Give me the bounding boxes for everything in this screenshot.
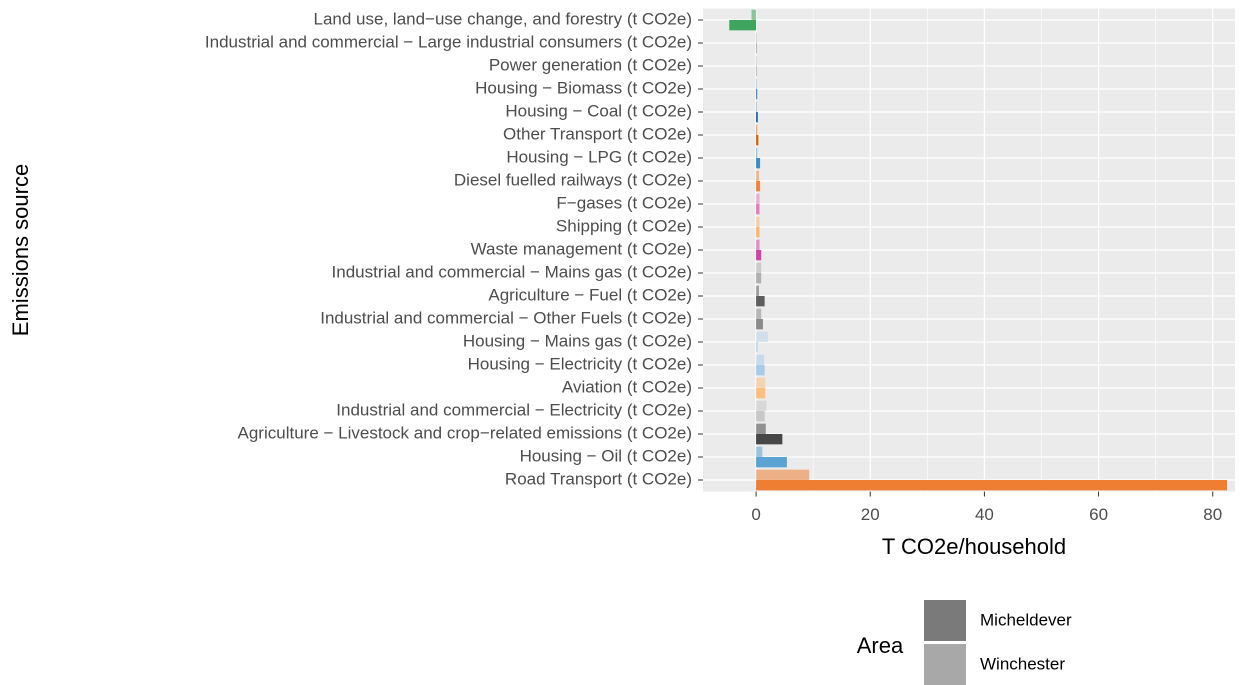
bar [756, 273, 762, 284]
bar [756, 43, 757, 54]
y-tick-label: Power generation (t CO2e) [489, 55, 692, 74]
bar [756, 319, 763, 330]
y-tick-label: Housing − Oil (t CO2e) [520, 446, 692, 465]
y-tick-label: Shipping (t CO2e) [556, 216, 692, 235]
bar [756, 239, 760, 250]
y-tick-label: Housing − Electricity (t CO2e) [468, 354, 692, 373]
y-tick-label: Agriculture − Fuel (t CO2e) [488, 285, 692, 304]
bar [756, 66, 757, 77]
legend-title: Area [857, 633, 904, 658]
y-tick-label: Industrial and commercial − Electricity … [336, 400, 692, 419]
y-tick-label: Diesel fuelled railways (t CO2e) [454, 170, 692, 189]
x-tick-label: 0 [751, 505, 760, 524]
bar [756, 377, 766, 388]
bar [756, 101, 757, 112]
bar [756, 469, 810, 480]
bar [729, 20, 757, 31]
x-tick-label: 20 [861, 505, 880, 524]
bar [756, 354, 765, 365]
y-tick-label: Housing − Coal (t CO2e) [505, 101, 692, 120]
y-tick-label: Industrial and commercial − Other Fuels … [320, 308, 692, 327]
y-tick-label: Housing − Mains gas (t CO2e) [463, 331, 692, 350]
y-tick-label: Agriculture − Livestock and crop−related… [238, 423, 692, 442]
bar [751, 9, 757, 20]
bar [756, 89, 758, 100]
bar [756, 147, 758, 158]
bar [756, 250, 762, 261]
y-tick-label: Industrial and commercial − Large indust… [205, 32, 692, 51]
bar [756, 135, 759, 146]
bar [756, 204, 760, 215]
bar [756, 446, 763, 457]
bar [756, 227, 760, 238]
bar [756, 32, 757, 43]
legend-swatch [924, 644, 966, 685]
legend-label: Micheldever [980, 610, 1072, 629]
bar [756, 262, 762, 273]
bar [756, 112, 758, 123]
x-tick-label: 60 [1089, 505, 1108, 524]
x-tick-label: 80 [1203, 505, 1222, 524]
bar [756, 170, 759, 181]
bar [756, 193, 760, 204]
bar [756, 342, 758, 353]
y-tick-label: Industrial and commercial − Mains gas (t… [332, 262, 692, 281]
legend-swatch [924, 600, 966, 641]
y-tick-label: Waste management (t CO2e) [471, 239, 692, 258]
bar [756, 331, 769, 342]
bar [756, 457, 787, 468]
bar [756, 285, 759, 296]
bar [756, 78, 757, 89]
y-tick-label: Aviation (t CO2e) [562, 377, 692, 396]
x-axis-title: T CO2e/household [882, 534, 1066, 559]
bar [756, 216, 760, 227]
x-tick-label: 40 [975, 505, 994, 524]
y-tick-label: Housing − LPG (t CO2e) [506, 147, 692, 166]
bar [756, 124, 758, 135]
y-axis-title: Emissions source [8, 164, 33, 336]
bar [756, 55, 757, 66]
legend-label: Winchester [980, 654, 1065, 673]
y-tick-label: Housing − Biomass (t CO2e) [475, 78, 692, 97]
y-tick-label: Other Transport (t CO2e) [503, 124, 692, 143]
bar [756, 434, 783, 445]
bar [756, 400, 767, 411]
bar [756, 308, 762, 319]
bar [756, 388, 766, 399]
bar [756, 423, 766, 434]
y-tick-label: Land use, land−use change, and forestry … [314, 9, 692, 28]
bar [756, 181, 761, 192]
y-tick-label: Road Transport (t CO2e) [505, 469, 692, 488]
bar [756, 480, 1228, 491]
bar [756, 158, 761, 169]
bar [756, 296, 765, 307]
bar [756, 365, 765, 376]
y-tick-label: F−gases (t CO2e) [556, 193, 692, 212]
bar [756, 411, 765, 422]
